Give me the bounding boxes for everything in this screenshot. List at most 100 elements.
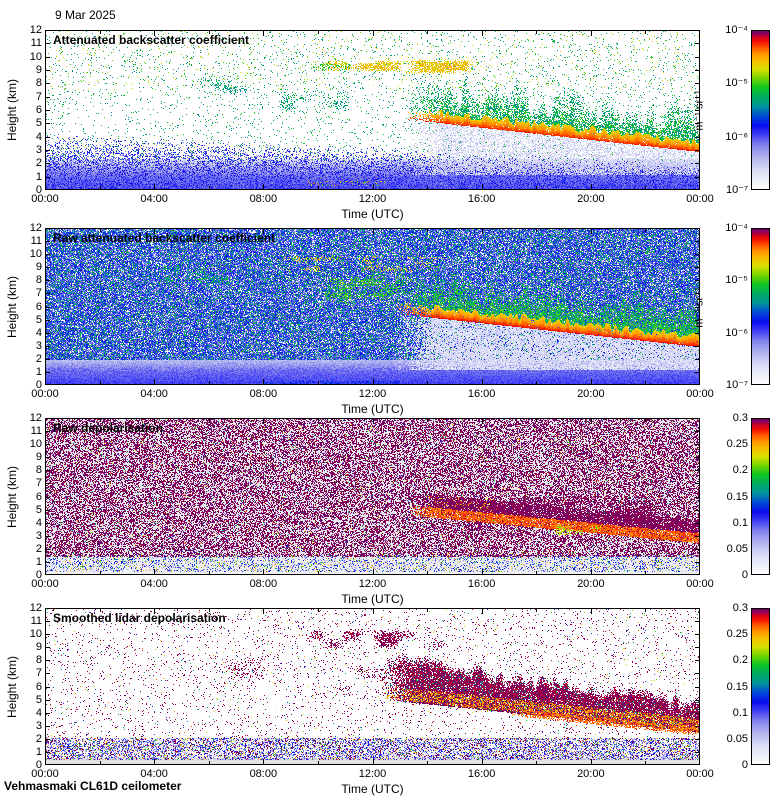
y-tick-label: 11 <box>30 37 42 50</box>
colorbar-tick-label: 0.1 <box>732 516 748 529</box>
y-tick-label: 9 <box>35 261 42 274</box>
colorbar-tick-label: 10⁻⁵ <box>725 274 748 287</box>
x-tick-label: 00:00 <box>686 578 714 590</box>
colorbar-tick-label: 0.15 <box>726 490 748 503</box>
y-tick-label: 9 <box>35 451 42 464</box>
y-axis-label: Height (km) <box>5 655 19 718</box>
y-tick-label: 3 <box>35 144 42 156</box>
x-tick-label: 04:00 <box>140 768 168 780</box>
plot-canvas-panel-3 <box>45 418 700 575</box>
y-tick-label: 5 <box>35 693 42 706</box>
colorbar-tick-label: 0.25 <box>726 438 748 451</box>
y-tick-label: 9 <box>35 64 42 76</box>
y-tick-label: 1 <box>35 745 42 758</box>
colorbar-tick-label: 0.25 <box>726 628 748 641</box>
y-tick-label: 4 <box>35 326 42 339</box>
y-tick-label: 1 <box>35 555 42 568</box>
colorbar-tick-label: 10⁻⁵ <box>725 77 748 90</box>
x-tick-label: 20:00 <box>577 768 605 780</box>
y-tick-label: 2 <box>35 542 42 555</box>
colorbar-tick-label: 0.1 <box>732 706 748 719</box>
y-tick-label: 8 <box>35 77 42 90</box>
panel-title-2: Raw attenuated backscatter coefficient <box>53 231 276 245</box>
y-tick-label: 7 <box>35 90 42 103</box>
x-axis-label: Time (UTC) <box>341 207 404 221</box>
colorbar-tick-label: 0.3 <box>732 412 748 424</box>
y-tick-label: 8 <box>35 654 42 667</box>
y-tick-label: 0 <box>35 379 42 391</box>
y-tick-label: 8 <box>35 274 42 287</box>
y-tick-label: 11 <box>30 425 42 438</box>
colorbar-tick-label: 0 <box>741 759 748 771</box>
plot-canvas-panel-4 <box>45 608 700 765</box>
x-tick-label: 00:00 <box>31 388 59 400</box>
x-tick-label: 16:00 <box>467 768 496 780</box>
x-tick-label: 00:00 <box>686 768 714 780</box>
x-tick-label: 16:00 <box>467 388 496 400</box>
y-tick-label: 8 <box>35 464 42 477</box>
y-axis-label: Height (km) <box>5 79 19 142</box>
x-tick-label: 04:00 <box>140 388 168 400</box>
y-tick-label: 0 <box>35 184 42 196</box>
y-tick-label: 1 <box>35 170 42 183</box>
y-tick-label: 10 <box>29 50 42 63</box>
y-tick-label: 10 <box>29 628 42 641</box>
x-tick-label: 08:00 <box>249 768 278 780</box>
colorbar-canvas-panel-1 <box>751 30 770 190</box>
plot-canvas-panel-2 <box>45 228 700 385</box>
x-tick-label: 00:00 <box>686 193 714 205</box>
x-tick-label: 12:00 <box>358 388 387 400</box>
colorbar-tick-label: 10⁻⁶ <box>725 326 748 339</box>
x-tick-label: 16:00 <box>467 578 496 590</box>
x-tick-label: 08:00 <box>249 193 278 205</box>
x-tick-label: 04:00 <box>140 578 168 590</box>
y-tick-label: 7 <box>35 667 42 680</box>
panel-title-3: Raw depolarisation <box>53 421 164 435</box>
y-tick-label: 9 <box>35 641 42 654</box>
x-tick-label: 00:00 <box>31 578 59 590</box>
instrument-footer-label: Vehmasmaki CL61D ceilometer <box>4 779 182 793</box>
x-tick-label: 12:00 <box>358 193 387 205</box>
x-tick-label: 20:00 <box>577 193 605 205</box>
y-tick-label: 4 <box>35 130 42 143</box>
y-tick-label: 1 <box>35 365 42 378</box>
y-axis-label: Height (km) <box>5 275 19 338</box>
y-tick-label: 3 <box>35 719 42 732</box>
x-tick-label: 00:00 <box>686 388 714 400</box>
x-axis-label: Time (UTC) <box>341 402 404 416</box>
y-tick-label: 11 <box>30 615 42 628</box>
colorbar-unit-label: m⁻¹ sr⁻¹ <box>693 90 706 131</box>
colorbar-tick-label: 0.05 <box>726 542 748 555</box>
y-tick-label: 6 <box>35 490 42 503</box>
colorbar-tick-label: 0.15 <box>726 680 748 693</box>
y-tick-label: 0 <box>35 569 42 581</box>
y-tick-label: 3 <box>35 339 42 352</box>
y-tick-label: 6 <box>35 104 42 116</box>
colorbar-tick-label: 10⁻⁷ <box>725 184 748 196</box>
x-tick-label: 20:00 <box>577 388 605 400</box>
x-tick-label: 16:00 <box>467 193 496 205</box>
colorbar-unit-label: m⁻¹ sr⁻¹ <box>693 286 706 328</box>
colorbar-canvas-panel-3 <box>751 418 770 575</box>
y-tick-label: 2 <box>35 352 42 365</box>
y-tick-label: 0 <box>35 759 42 771</box>
panel-title-4: Smoothed lidar depolarisation <box>53 611 226 625</box>
y-tick-label: 3 <box>35 529 42 542</box>
y-tick-label: 6 <box>35 300 42 313</box>
y-tick-label: 4 <box>35 706 42 719</box>
y-tick-label: 5 <box>35 313 42 326</box>
x-tick-label: 08:00 <box>249 578 278 590</box>
plot-canvas-panel-1 <box>45 30 700 190</box>
x-tick-label: 20:00 <box>577 578 605 590</box>
x-tick-label: 12:00 <box>358 578 387 590</box>
panel-title-1: Attenuated backscatter coefficient <box>53 33 250 47</box>
y-tick-label: 11 <box>30 235 42 248</box>
colorbar-tick-label: 0.2 <box>732 654 748 667</box>
y-tick-label: 4 <box>35 516 42 529</box>
colorbar-canvas-panel-4 <box>751 608 770 765</box>
x-tick-label: 08:00 <box>249 388 278 400</box>
x-tick-label: 00:00 <box>31 768 59 780</box>
colorbar-tick-label: 0 <box>741 569 748 581</box>
x-tick-label: 12:00 <box>358 768 387 780</box>
